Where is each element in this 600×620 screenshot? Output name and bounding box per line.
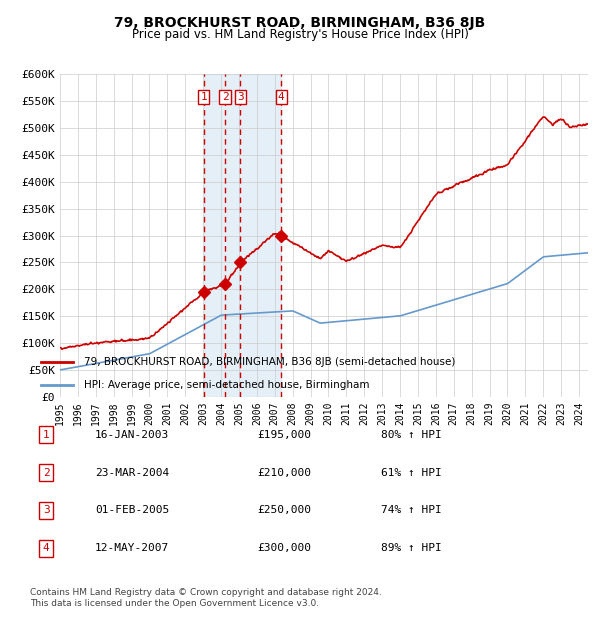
Text: 80% ↑ HPI: 80% ↑ HPI [381,430,442,440]
Text: 89% ↑ HPI: 89% ↑ HPI [381,543,442,554]
Text: 3: 3 [43,505,50,515]
Text: 1: 1 [43,430,50,440]
Text: 1: 1 [200,92,207,102]
Text: 23-MAR-2004: 23-MAR-2004 [95,467,169,477]
Text: 79, BROCKHURST ROAD, BIRMINGHAM, B36 8JB (semi-detached house): 79, BROCKHURST ROAD, BIRMINGHAM, B36 8JB… [84,357,455,367]
Text: 79, BROCKHURST ROAD, BIRMINGHAM, B36 8JB: 79, BROCKHURST ROAD, BIRMINGHAM, B36 8JB [115,16,485,30]
Text: 3: 3 [237,92,244,102]
Text: 12-MAY-2007: 12-MAY-2007 [95,543,169,554]
Text: £300,000: £300,000 [257,543,311,554]
Text: 01-FEB-2005: 01-FEB-2005 [95,505,169,515]
Text: £250,000: £250,000 [257,505,311,515]
Text: 74% ↑ HPI: 74% ↑ HPI [381,505,442,515]
Text: 16-JAN-2003: 16-JAN-2003 [95,430,169,440]
Text: 4: 4 [278,92,284,102]
Bar [204,74,281,397]
Text: 2: 2 [221,92,229,102]
Text: £210,000: £210,000 [257,467,311,477]
Text: 4: 4 [43,543,50,554]
Text: HPI: Average price, semi-detached house, Birmingham: HPI: Average price, semi-detached house,… [84,380,370,390]
Text: £195,000: £195,000 [257,430,311,440]
Text: 61% ↑ HPI: 61% ↑ HPI [381,467,442,477]
Text: Contains HM Land Registry data © Crown copyright and database right 2024.
This d: Contains HM Land Registry data © Crown c… [30,588,382,608]
Text: Price paid vs. HM Land Registry's House Price Index (HPI): Price paid vs. HM Land Registry's House … [131,28,469,41]
Text: 2: 2 [43,467,50,477]
